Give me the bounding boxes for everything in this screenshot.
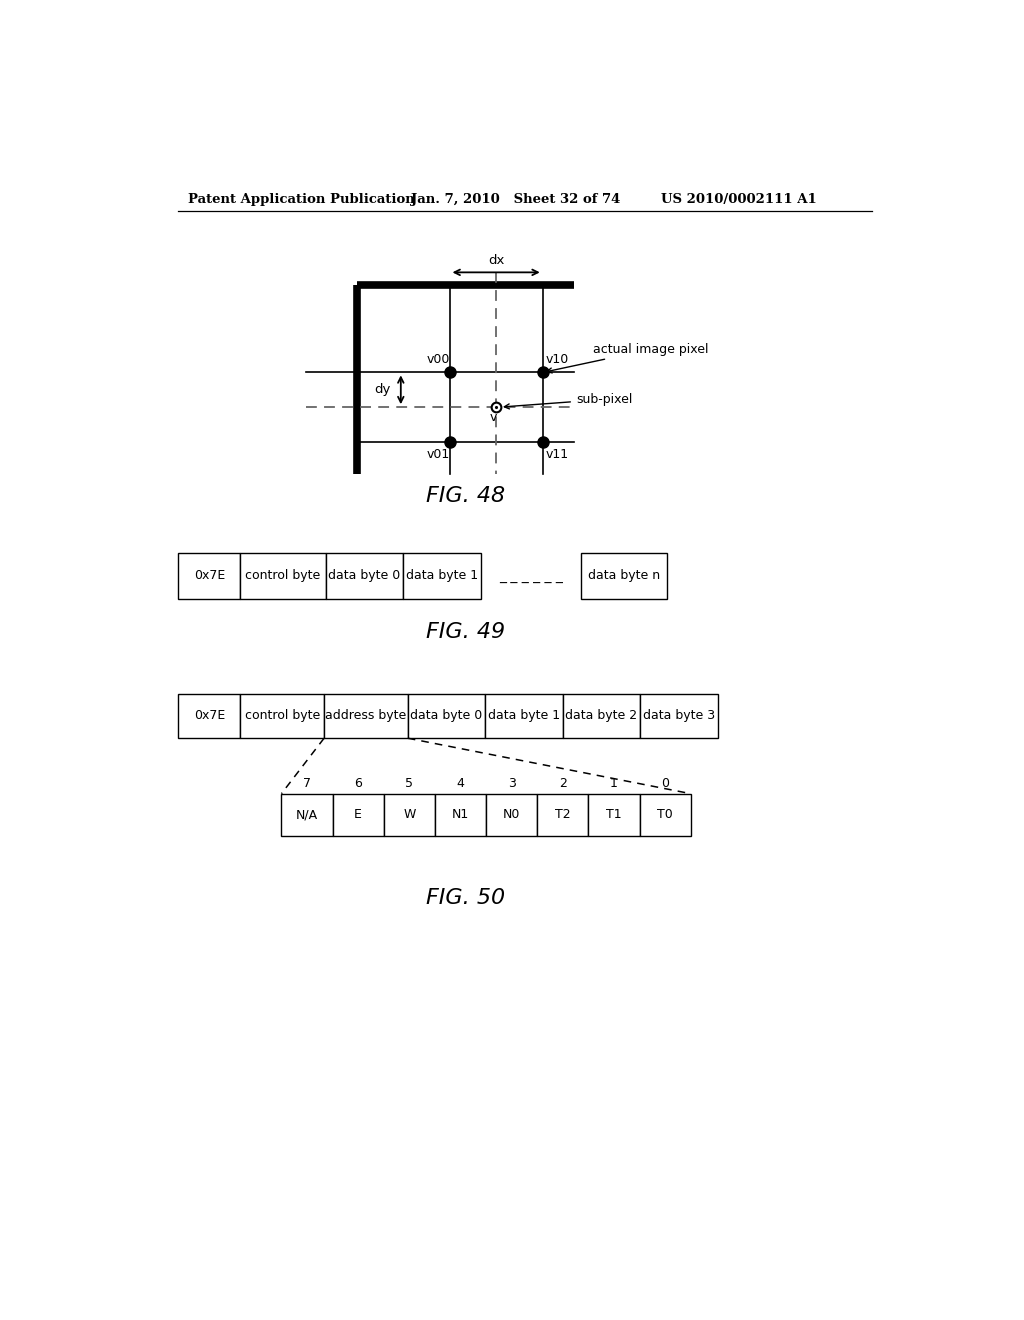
Text: T2: T2 xyxy=(555,808,570,821)
Text: T0: T0 xyxy=(657,808,673,821)
Text: W: W xyxy=(403,808,416,821)
Text: data byte 1: data byte 1 xyxy=(406,569,478,582)
Text: 0: 0 xyxy=(662,777,669,791)
Bar xyxy=(324,693,408,738)
Bar xyxy=(538,793,589,836)
Text: FIG. 50: FIG. 50 xyxy=(426,887,505,908)
Text: 6: 6 xyxy=(354,777,362,791)
Text: E: E xyxy=(354,808,362,821)
Text: 1: 1 xyxy=(610,777,617,791)
Text: N/A: N/A xyxy=(296,808,318,821)
Bar xyxy=(241,553,326,599)
Bar xyxy=(563,693,640,738)
Text: dx: dx xyxy=(488,253,504,267)
Text: actual image pixel: actual image pixel xyxy=(547,343,709,374)
Text: v10: v10 xyxy=(546,352,569,366)
Bar xyxy=(178,553,241,599)
Bar xyxy=(640,693,718,738)
Text: sub-pixel: sub-pixel xyxy=(505,393,633,409)
Text: dy: dy xyxy=(374,383,390,396)
Text: Jan. 7, 2010   Sheet 32 of 74: Jan. 7, 2010 Sheet 32 of 74 xyxy=(411,193,621,206)
Text: FIG. 49: FIG. 49 xyxy=(426,622,505,642)
Text: _ _ _ _ _ _: _ _ _ _ _ _ xyxy=(499,569,563,582)
Bar xyxy=(384,793,435,836)
Text: 7: 7 xyxy=(303,777,311,791)
Bar xyxy=(282,793,333,836)
Text: 2: 2 xyxy=(559,777,566,791)
Text: 4: 4 xyxy=(457,777,465,791)
Bar xyxy=(241,693,324,738)
Text: v: v xyxy=(490,412,498,425)
Bar xyxy=(582,553,667,599)
Text: data byte 2: data byte 2 xyxy=(565,709,638,722)
Text: 0x7E: 0x7E xyxy=(194,709,225,722)
Text: T1: T1 xyxy=(606,808,622,821)
Bar xyxy=(640,793,690,836)
Text: address byte: address byte xyxy=(326,709,407,722)
Text: N0: N0 xyxy=(503,808,520,821)
Text: data byte 0: data byte 0 xyxy=(411,709,482,722)
Text: US 2010/0002111 A1: US 2010/0002111 A1 xyxy=(662,193,817,206)
Bar xyxy=(333,793,384,836)
Bar xyxy=(589,793,640,836)
Text: 3: 3 xyxy=(508,777,515,791)
Text: v00: v00 xyxy=(426,352,450,366)
Text: data byte 3: data byte 3 xyxy=(643,709,715,722)
Text: FIG. 48: FIG. 48 xyxy=(426,486,505,506)
Text: v01: v01 xyxy=(426,449,450,462)
Bar xyxy=(408,693,485,738)
Text: 5: 5 xyxy=(406,777,414,791)
Text: N1: N1 xyxy=(452,808,469,821)
Bar xyxy=(403,553,480,599)
Text: 0x7E: 0x7E xyxy=(194,569,225,582)
Text: v11: v11 xyxy=(546,449,569,462)
Text: data byte n: data byte n xyxy=(588,569,660,582)
Bar xyxy=(178,693,241,738)
Text: control byte: control byte xyxy=(246,569,321,582)
Bar xyxy=(486,793,538,836)
Text: control byte: control byte xyxy=(245,709,319,722)
Text: data byte 0: data byte 0 xyxy=(329,569,400,582)
Text: Patent Application Publication: Patent Application Publication xyxy=(188,193,415,206)
Text: data byte 1: data byte 1 xyxy=(488,709,560,722)
Bar xyxy=(485,693,563,738)
Bar xyxy=(326,553,403,599)
Bar xyxy=(435,793,486,836)
